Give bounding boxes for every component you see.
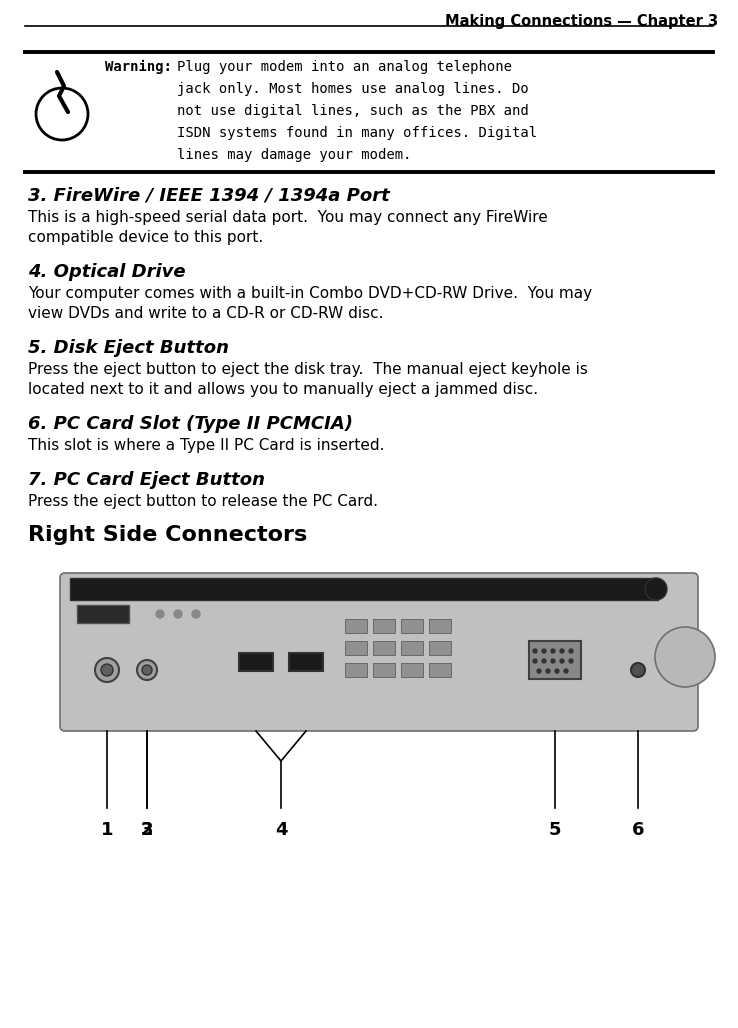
Text: Your computer comes with a built-in Combo DVD+CD-RW Drive.  You may: Your computer comes with a built-in Comb… bbox=[28, 286, 592, 301]
FancyBboxPatch shape bbox=[289, 653, 323, 671]
Text: Plug your modem into an analog telephone: Plug your modem into an analog telephone bbox=[177, 60, 512, 74]
Circle shape bbox=[537, 669, 541, 673]
FancyBboxPatch shape bbox=[239, 653, 273, 671]
Text: Press the eject button to eject the disk tray.  The manual eject keyhole is: Press the eject button to eject the disk… bbox=[28, 362, 588, 377]
Bar bbox=[373, 663, 395, 677]
Bar bbox=[70, 578, 658, 600]
Bar bbox=[77, 605, 129, 623]
Text: Right Side Connectors: Right Side Connectors bbox=[28, 525, 307, 545]
Circle shape bbox=[192, 610, 200, 618]
Text: 3. FireWire / IEEE 1394 / 1394a Port: 3. FireWire / IEEE 1394 / 1394a Port bbox=[28, 187, 390, 205]
Text: jack only. Most homes use analog lines. Do: jack only. Most homes use analog lines. … bbox=[177, 82, 528, 96]
Bar bbox=[373, 619, 395, 633]
Circle shape bbox=[569, 649, 573, 653]
Text: 4: 4 bbox=[275, 821, 287, 839]
Bar bbox=[529, 641, 581, 680]
Text: 2: 2 bbox=[141, 821, 154, 839]
Text: lines may damage your modem.: lines may damage your modem. bbox=[177, 148, 412, 162]
Text: view DVDs and write to a CD-R or CD-RW disc.: view DVDs and write to a CD-R or CD-RW d… bbox=[28, 306, 384, 321]
Text: 4. Optical Drive: 4. Optical Drive bbox=[28, 263, 186, 281]
Bar bbox=[345, 663, 367, 677]
Text: 7. PC Card Eject Button: 7. PC Card Eject Button bbox=[28, 471, 265, 489]
Text: compatible device to this port.: compatible device to this port. bbox=[28, 230, 263, 245]
Bar bbox=[429, 641, 451, 655]
Circle shape bbox=[546, 669, 550, 673]
Circle shape bbox=[551, 649, 555, 653]
Circle shape bbox=[101, 664, 113, 676]
Text: This is a high-speed serial data port.  You may connect any FireWire: This is a high-speed serial data port. Y… bbox=[28, 210, 548, 225]
Circle shape bbox=[555, 669, 559, 673]
Circle shape bbox=[569, 659, 573, 663]
Text: Making Connections — Chapter 3: Making Connections — Chapter 3 bbox=[445, 14, 718, 29]
Circle shape bbox=[533, 659, 537, 663]
Circle shape bbox=[156, 610, 164, 618]
Circle shape bbox=[542, 649, 546, 653]
Text: 6. PC Card Slot (Type II PCMCIA): 6. PC Card Slot (Type II PCMCIA) bbox=[28, 415, 353, 433]
Circle shape bbox=[655, 627, 715, 687]
Circle shape bbox=[95, 658, 119, 682]
Circle shape bbox=[564, 669, 568, 673]
Circle shape bbox=[560, 659, 564, 663]
Circle shape bbox=[533, 649, 537, 653]
Text: 3: 3 bbox=[141, 821, 154, 839]
Text: not use digital lines, such as the PBX and: not use digital lines, such as the PBX a… bbox=[177, 104, 528, 118]
Text: 6: 6 bbox=[632, 821, 644, 839]
Bar bbox=[401, 663, 423, 677]
Circle shape bbox=[631, 663, 645, 677]
Text: ISDN systems found in many offices. Digital: ISDN systems found in many offices. Digi… bbox=[177, 126, 537, 140]
FancyBboxPatch shape bbox=[60, 573, 698, 731]
Circle shape bbox=[551, 659, 555, 663]
Text: 5: 5 bbox=[549, 821, 562, 839]
Bar bbox=[345, 619, 367, 633]
Text: 5. Disk Eject Button: 5. Disk Eject Button bbox=[28, 339, 229, 357]
Text: Warning:: Warning: bbox=[105, 60, 172, 74]
Text: Press the eject button to release the PC Card.: Press the eject button to release the PC… bbox=[28, 494, 378, 509]
Circle shape bbox=[137, 660, 157, 680]
Circle shape bbox=[542, 659, 546, 663]
Circle shape bbox=[560, 649, 564, 653]
Bar bbox=[401, 619, 423, 633]
Circle shape bbox=[36, 88, 88, 140]
Circle shape bbox=[645, 578, 667, 600]
Bar bbox=[429, 663, 451, 677]
Circle shape bbox=[142, 665, 152, 675]
Text: This slot is where a Type II PC Card is inserted.: This slot is where a Type II PC Card is … bbox=[28, 438, 384, 453]
Bar bbox=[345, 641, 367, 655]
Bar bbox=[401, 641, 423, 655]
Bar bbox=[429, 619, 451, 633]
Circle shape bbox=[174, 610, 182, 618]
Text: 1: 1 bbox=[101, 821, 113, 839]
Text: located next to it and allows you to manually eject a jammed disc.: located next to it and allows you to man… bbox=[28, 382, 538, 397]
Bar bbox=[373, 641, 395, 655]
